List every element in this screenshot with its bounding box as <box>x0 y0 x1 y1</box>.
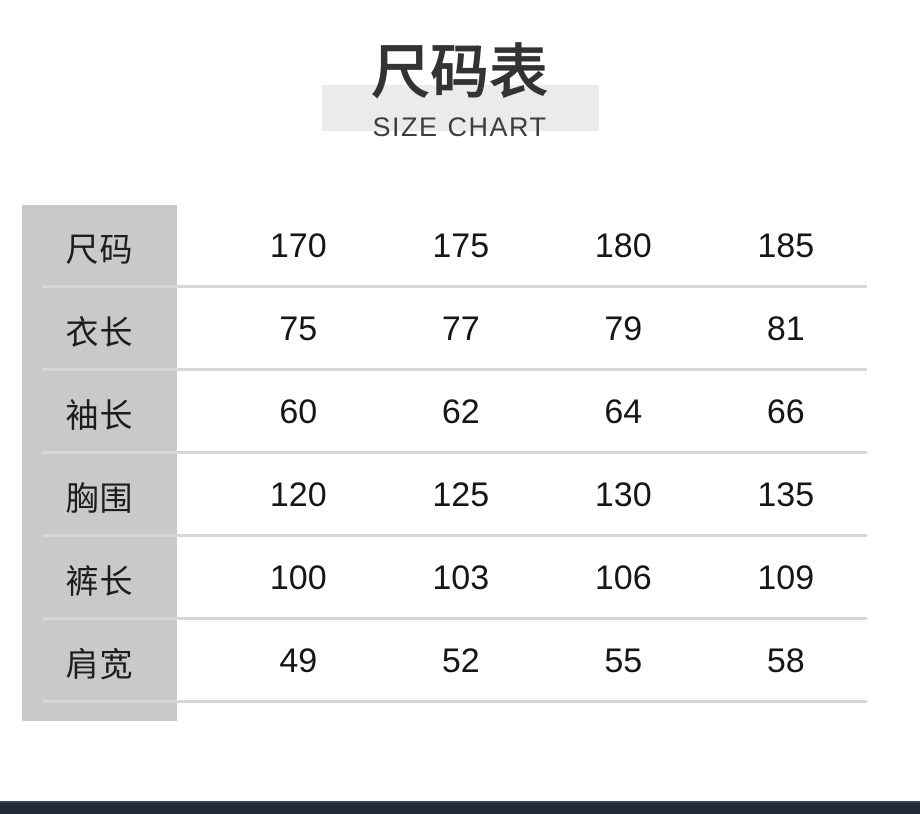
row-values: 60 62 64 66 <box>177 371 867 454</box>
table-row-chest: 胸围 120 125 130 135 <box>22 454 867 537</box>
value-cell: 49 <box>279 642 318 680</box>
row-label: 肩宽 <box>22 620 177 703</box>
value-cell: 135 <box>757 476 815 514</box>
value-cell: 81 <box>766 310 805 348</box>
row-values: 75 77 79 81 <box>177 288 867 371</box>
value-cell: 52 <box>441 642 480 680</box>
page-title: 尺码表 <box>371 40 549 105</box>
table-row-sleeve-length: 袖长 60 62 64 66 <box>22 371 867 454</box>
title-highlight-band <box>322 85 599 131</box>
value-cell: 125 <box>432 476 490 514</box>
value-cell: 75 <box>279 310 318 348</box>
value-cell: 106 <box>594 559 652 597</box>
table-row-size: 尺码 170 175 180 185 <box>22 205 867 288</box>
value-cell: 62 <box>441 393 480 431</box>
value-cell: 60 <box>279 393 318 431</box>
value-cell: 64 <box>604 393 643 431</box>
value-cell: 185 <box>757 227 815 265</box>
row-label: 胸围 <box>22 454 177 537</box>
row-values: 49 52 55 58 <box>177 620 867 703</box>
label-column-stub <box>22 703 177 721</box>
value-cell: 109 <box>757 559 815 597</box>
size-table: 尺码 170 175 180 185 衣长 75 77 79 81 袖长 60 … <box>22 205 867 721</box>
value-cell: 175 <box>432 227 490 265</box>
table-row-shoulder-width: 肩宽 49 52 55 58 <box>22 620 867 703</box>
row-values: 170 175 180 185 <box>177 205 867 288</box>
value-cell: 55 <box>604 642 643 680</box>
row-label: 裤长 <box>22 537 177 620</box>
value-cell: 180 <box>594 227 652 265</box>
value-cell: 120 <box>269 476 327 514</box>
value-cell: 77 <box>441 310 480 348</box>
value-cell: 103 <box>432 559 490 597</box>
row-values: 100 103 106 109 <box>177 537 867 620</box>
value-cell: 58 <box>766 642 805 680</box>
page-subtitle: SIZE CHART <box>372 112 548 142</box>
row-label: 衣长 <box>22 288 177 371</box>
row-label: 尺码 <box>22 205 177 288</box>
row-values: 120 125 130 135 <box>177 454 867 537</box>
row-label: 袖长 <box>22 371 177 454</box>
value-cell: 79 <box>604 310 643 348</box>
bottom-accent-bar <box>0 801 920 814</box>
value-cell: 66 <box>766 393 805 431</box>
table-row-pants-length: 裤长 100 103 106 109 <box>22 537 867 620</box>
value-cell: 130 <box>594 476 652 514</box>
value-cell: 100 <box>269 559 327 597</box>
table-row-garment-length: 衣长 75 77 79 81 <box>22 288 867 371</box>
value-cell: 170 <box>269 227 327 265</box>
